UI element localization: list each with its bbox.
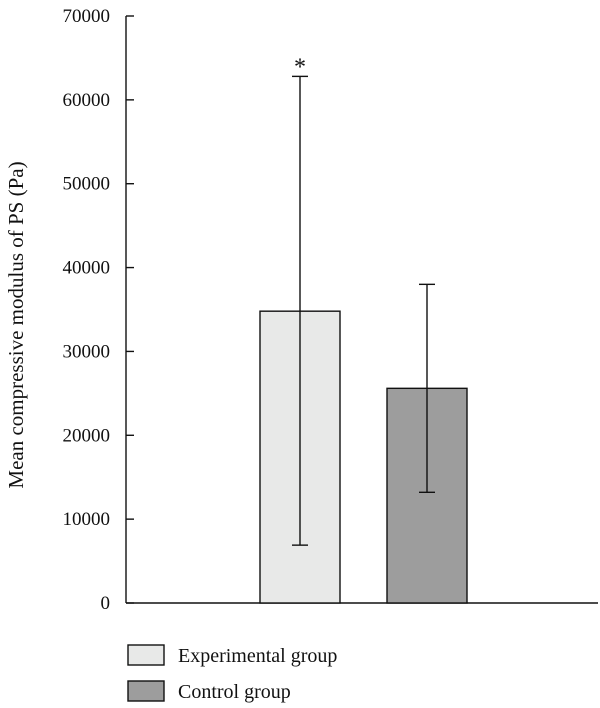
legend: Experimental group Control group [127, 644, 337, 703]
y-tick-label: 60000 [63, 90, 111, 111]
y-axis-title: Mean compressive modulus of PS (Pa) [4, 161, 28, 488]
y-tick-label: 20000 [63, 425, 111, 446]
legend-swatch [127, 644, 165, 666]
bars [259, 310, 468, 604]
legend-label: Experimental group [178, 645, 337, 667]
y-tick-label: 50000 [63, 174, 111, 195]
y-tick-label: 70000 [63, 6, 111, 27]
y-tick-label: 30000 [63, 341, 111, 362]
significance-marker: * [294, 54, 306, 80]
y-tick-label: 0 [101, 593, 111, 614]
error-bars: * [292, 54, 435, 546]
legend-swatch [127, 680, 165, 702]
y-tick-label: 40000 [63, 258, 111, 279]
y-axis: 0 10000 20000 30000 40000 50000 60000 70000 [63, 6, 134, 614]
y-tick-label: 10000 [63, 509, 111, 530]
legend-label: Control group [178, 681, 291, 703]
